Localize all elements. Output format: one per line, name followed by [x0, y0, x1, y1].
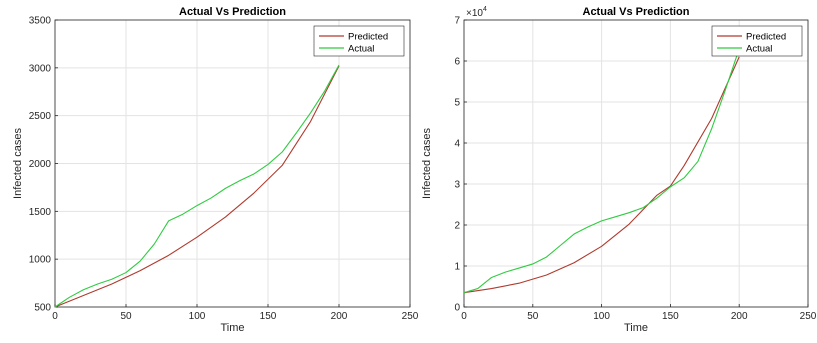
- x-tick-label: 0: [52, 311, 58, 322]
- grid: [54, 19, 411, 308]
- y-tick-label: 7: [454, 16, 460, 27]
- legend-label: Actual: [746, 44, 772, 55]
- y-axis-label: Infected cases: [421, 128, 433, 199]
- y-exponent-base: 10: [472, 8, 484, 19]
- y-tick-label: 3: [454, 180, 460, 191]
- legend-box: [313, 25, 405, 57]
- legend-label: Predicted: [746, 32, 786, 43]
- legend-label: Predicted: [348, 32, 388, 43]
- chart-1: 0 50 100 150 200 250 500 1000 1500 2000 2500 3000 35…: [12, 6, 419, 334]
- y-tick-label: 1: [454, 262, 460, 273]
- y-exponent-label: ×104: [466, 6, 487, 19]
- series-line-predicted: [54, 65, 340, 308]
- y-tick-label: 2: [454, 221, 460, 232]
- y-tick-label: 1500: [29, 207, 52, 218]
- y-tick-label: 1000: [29, 255, 52, 266]
- y-tick-label: 3000: [29, 63, 52, 74]
- series-line-actual: [463, 48, 740, 294]
- chart-2: 0 50 100 150 200 250 0 1 2 3 4 5 6 7 ×104 Actual Vs Pre…: [421, 6, 817, 334]
- y-tick-label: 6: [454, 57, 460, 68]
- legend-label: Actual: [348, 44, 374, 55]
- y-tick-label: 0: [454, 303, 460, 314]
- chart-title: Actual Vs Prediction: [179, 6, 286, 18]
- axes-box: [463, 19, 809, 308]
- x-axis-label: Time: [624, 322, 648, 334]
- x-tick-label: 150: [260, 311, 277, 322]
- chart-title: Actual Vs Prediction: [583, 6, 690, 18]
- series-line-predicted: [463, 56, 740, 294]
- y-tick-label: 500: [34, 303, 51, 314]
- x-axis-label: Time: [220, 322, 244, 334]
- x-tick-label: 250: [800, 311, 817, 322]
- y-tick-label: 2500: [29, 111, 52, 122]
- x-tick-label: 200: [331, 311, 348, 322]
- x-tick-label: 200: [731, 311, 748, 322]
- x-tick-label: 150: [662, 311, 679, 322]
- legend-box: [711, 25, 803, 57]
- y-tick-label: 4: [454, 139, 460, 150]
- x-tick-label: 50: [527, 311, 539, 322]
- y-tick-label: 2000: [29, 159, 52, 170]
- plot-area: [464, 20, 808, 307]
- y-exponent-power: 4: [483, 6, 487, 13]
- x-tick-label: 100: [593, 311, 610, 322]
- x-tick-label: 100: [189, 311, 206, 322]
- x-tick-label: 50: [120, 311, 132, 322]
- x-tick-label: 250: [402, 311, 419, 322]
- series-line-actual: [54, 64, 340, 308]
- x-tick-label: 0: [461, 311, 467, 322]
- y-tick-label: 5: [454, 98, 460, 109]
- y-tick-label: 3500: [29, 16, 52, 27]
- y-axis-label: Infected cases: [12, 128, 24, 199]
